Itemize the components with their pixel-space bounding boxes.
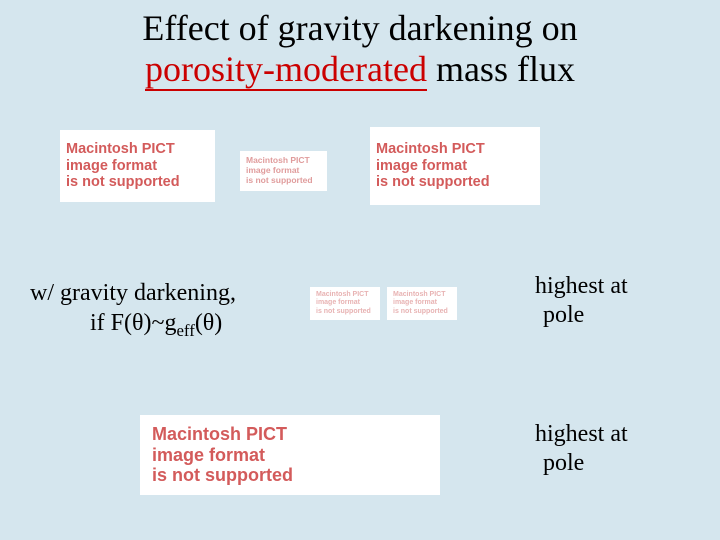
slide: { "title": { "line1": "Effect of gravity… bbox=[0, 0, 720, 540]
pict-line: image format bbox=[316, 299, 380, 307]
pict-line: is not supported bbox=[66, 174, 215, 191]
pict-line: is not supported bbox=[246, 176, 327, 186]
pict-line: image format bbox=[152, 445, 440, 466]
pict-placeholder: Macintosh PICT image format is not suppo… bbox=[60, 130, 215, 202]
pict-line: image format bbox=[393, 299, 457, 307]
slide-title: Effect of gravity darkening on porosity-… bbox=[0, 8, 720, 91]
gd-line2: if F(θ)~geff(θ) bbox=[30, 308, 236, 342]
gravity-darkening-text: w/ gravity darkening, if F(θ)~geff(θ) bbox=[30, 278, 236, 342]
pict-placeholder: Macintosh PICT image format is not suppo… bbox=[240, 151, 327, 191]
pict-line: Macintosh PICT bbox=[66, 141, 215, 158]
pict-line: image format bbox=[376, 158, 540, 175]
pict-line: is not supported bbox=[393, 308, 457, 316]
highest-at-pole: highest at pole bbox=[535, 272, 628, 330]
pict-line: is not supported bbox=[376, 174, 540, 191]
title-line1: Effect of gravity darkening on bbox=[142, 8, 577, 48]
title-line2-rest: mass flux bbox=[427, 49, 575, 89]
pict-line: is not supported bbox=[316, 308, 380, 316]
pict-line: image format bbox=[66, 158, 215, 175]
pict-placeholder: Macintosh PICT image format is not suppo… bbox=[140, 415, 440, 495]
pict-line: Macintosh PICT bbox=[393, 291, 457, 299]
pict-line: Macintosh PICT bbox=[376, 141, 540, 158]
title-line2-underlined: porosity-moderated bbox=[145, 49, 427, 91]
pict-line: is not supported bbox=[152, 465, 440, 486]
pict-line: Macintosh PICT bbox=[152, 424, 440, 445]
highest-line1: highest at bbox=[535, 421, 628, 447]
pict-placeholder: Macintosh PICT image format is not suppo… bbox=[387, 287, 457, 320]
gd-line1: w/ gravity darkening, bbox=[30, 280, 236, 306]
highest-at-pole: highest at pole bbox=[535, 420, 628, 478]
highest-line2: pole bbox=[535, 449, 628, 478]
pict-placeholder: Macintosh PICT image format is not suppo… bbox=[370, 127, 540, 205]
pict-placeholder: Macintosh PICT image format is not suppo… bbox=[310, 287, 380, 320]
highest-line2: pole bbox=[535, 301, 628, 330]
highest-line1: highest at bbox=[535, 273, 628, 299]
pict-line: Macintosh PICT bbox=[316, 291, 380, 299]
